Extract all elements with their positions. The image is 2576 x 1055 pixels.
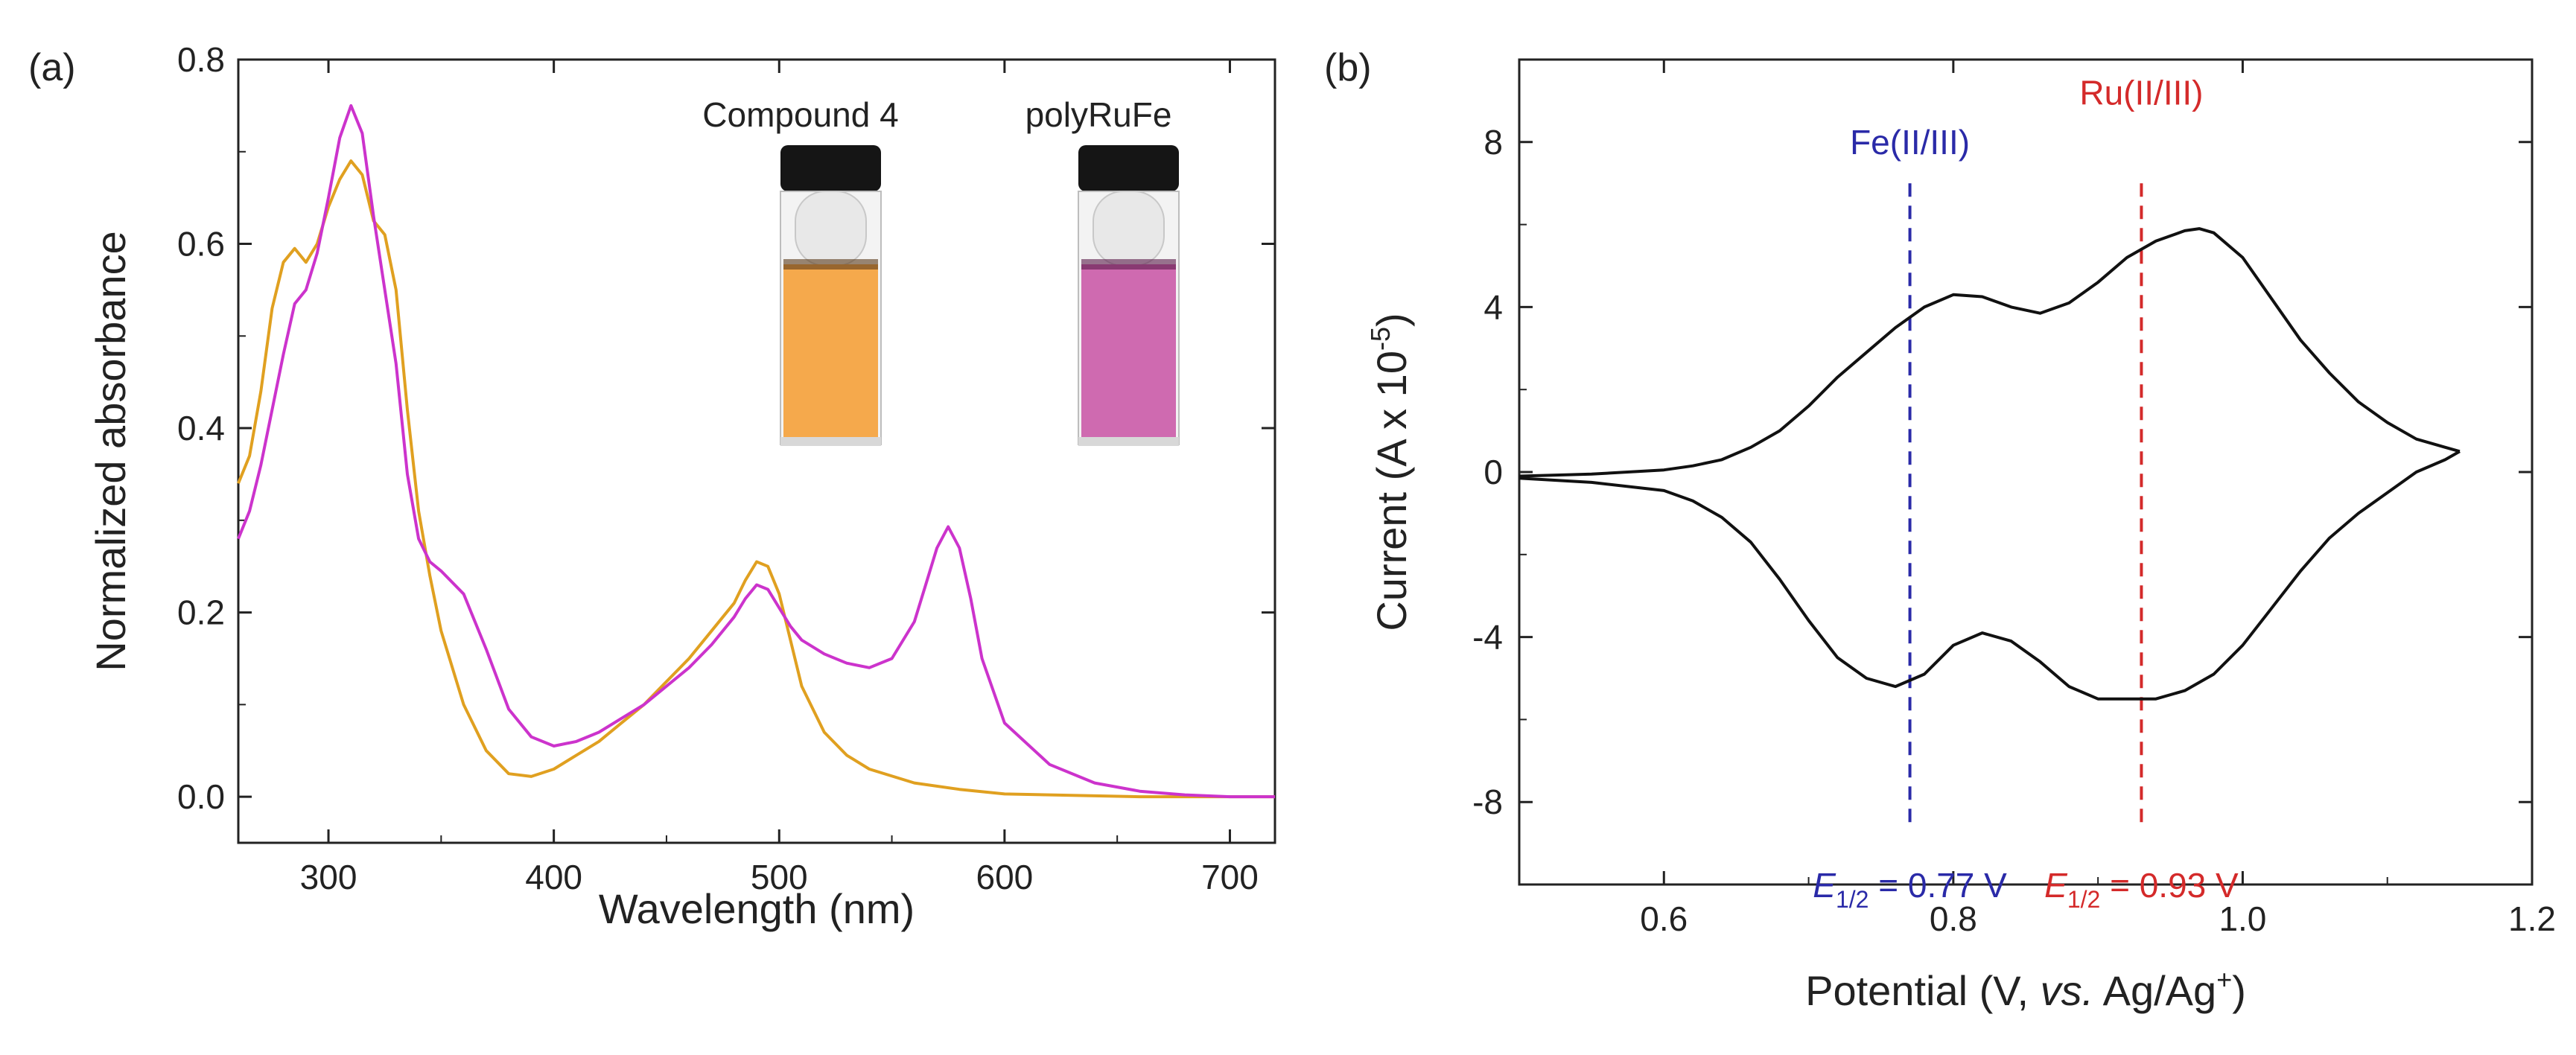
panel-a-absorbance-chart: (a) 300 400 500 600 700 0.0 0.2 0.4 0.6 0.8 Wave… <box>28 40 1276 932</box>
panel-b-series-group <box>1518 227 2461 701</box>
x-tick-label: 700 <box>1201 858 1259 896</box>
marker-label-fe: Fe(II/III) <box>1850 123 1970 162</box>
panel-b-markers: Fe(II/III) E1/2 = 0.77 V Ru(II/III) E1/2 = … <box>1813 73 2239 913</box>
panel-b-x-axis: 0.6 0.8 1.0 1.2 <box>1518 60 2556 938</box>
x-tick-label: 300 <box>300 858 357 896</box>
y-tick-label: 8 <box>1483 123 1503 162</box>
panel-a-y-axis-label: Normalized absorbance <box>87 231 134 671</box>
y-tick-label: 0.8 <box>177 40 225 79</box>
inset-label-polyrufe: polyRuFe <box>1025 95 1172 134</box>
x-tick-label: 0.6 <box>1640 899 1688 938</box>
half-wave-potential-ru: E1/2 = 0.93 V <box>2044 866 2239 913</box>
panel-a-letter: (a) <box>28 46 76 89</box>
panel-b-letter: (b) <box>1324 46 1372 89</box>
inset-label-compound-4: Compound 4 <box>702 95 898 134</box>
cv-anodic-branch <box>1518 227 2461 478</box>
x-tick-label: 1.2 <box>2508 899 2556 938</box>
y-tick-label: 0.0 <box>177 777 225 816</box>
y-tick-label: 0.2 <box>177 593 225 632</box>
x-tick-label: 1.0 <box>2219 899 2266 938</box>
panel-a-series-group <box>237 103 1275 799</box>
panel-a-plot-frame <box>237 58 1276 844</box>
inset-vials: Compound 4 polyRuFe <box>702 95 1180 446</box>
panel-b-y-axis-label: Current (A x 10-5) <box>1365 313 1415 631</box>
cv-cathodic-branch <box>1518 450 2461 701</box>
x-tick-label: 0.8 <box>1930 899 1977 938</box>
series-line-polyrufe <box>237 103 1275 799</box>
y-tick-label: 0 <box>1483 453 1503 491</box>
vial-compound-4 <box>780 145 882 446</box>
panel-a-y-axis: 0.0 0.2 0.4 0.6 0.8 <box>177 40 1275 816</box>
y-tick-label: 0.6 <box>177 225 225 264</box>
marker-label-ru: Ru(II/III) <box>2079 73 2203 112</box>
y-tick-label: 0.4 <box>177 409 225 447</box>
panel-b-plot-frame <box>1518 58 2534 886</box>
series-line-compound-4 <box>237 159 1275 799</box>
panel-b-cv-chart: (b) 0.6 0.8 1.0 1.2 -8 -4 0 4 8 Fe(II/III) E1/2 … <box>1324 46 2556 1014</box>
half-wave-potential-fe: E1/2 = 0.77 V <box>1813 866 2007 913</box>
panel-b-x-axis-label: Potential (V, vs. Ag/Ag+) <box>1805 964 2246 1014</box>
y-tick-label: -4 <box>1472 618 1503 657</box>
x-tick-label: 500 <box>751 858 808 896</box>
panel-a-x-axis: 300 400 500 600 700 <box>300 60 1259 896</box>
panel-b-y-axis: -8 -4 0 4 8 <box>1472 123 2532 821</box>
y-tick-label: -8 <box>1472 783 1503 821</box>
panel-a-x-axis-label: Wavelength (nm) <box>599 885 915 932</box>
x-tick-label: 600 <box>976 858 1033 896</box>
x-tick-label: 400 <box>525 858 582 896</box>
vial-polyrufe <box>1078 145 1180 446</box>
y-tick-label: 4 <box>1483 287 1503 326</box>
